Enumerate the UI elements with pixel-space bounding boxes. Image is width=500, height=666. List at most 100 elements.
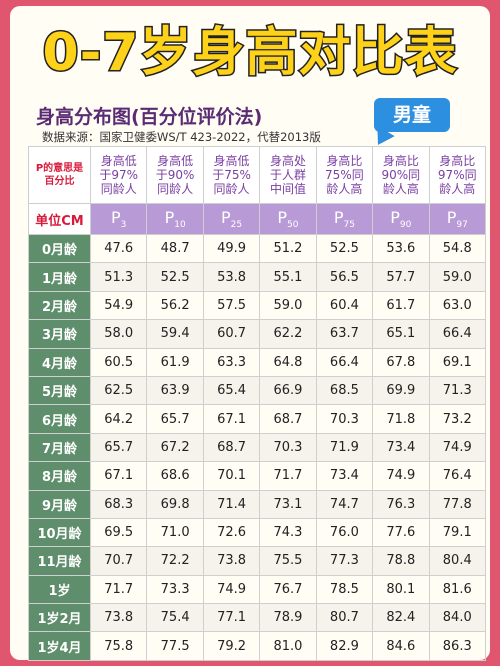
height-value: 73.8 <box>202 546 261 576</box>
table-row: 10月龄 69.5 71.0 72.6 74.3 76.0 77.6 79.1 <box>28 517 487 548</box>
height-value: 84.0 <box>428 603 487 633</box>
percentile-header: P97 <box>428 203 487 235</box>
height-value: 70.3 <box>259 432 317 463</box>
height-value: 70.1 <box>202 461 261 491</box>
percentile-letter: P <box>221 207 231 227</box>
table-row: 8月龄 67.1 68.6 70.1 71.7 73.4 74.9 76.4 <box>28 461 487 491</box>
height-value: 63.7 <box>315 319 374 349</box>
column-description-line: 于75% <box>212 168 251 182</box>
height-value: 82.4 <box>372 603 430 633</box>
height-value: 48.7 <box>146 233 204 264</box>
age-label: 10月龄 <box>28 517 91 548</box>
percentile-letter: P <box>111 207 121 227</box>
age-label: 2月龄 <box>28 290 91 321</box>
height-value: 57.5 <box>202 290 261 321</box>
height-value: 51.3 <box>89 262 148 292</box>
height-value: 69.1 <box>428 347 487 377</box>
percentile-number: 25 <box>230 220 243 231</box>
age-label: 1岁2月 <box>28 603 91 633</box>
height-value: 69.5 <box>89 517 148 548</box>
height-value: 73.8 <box>89 603 148 633</box>
percentile-number: 90 <box>399 220 412 231</box>
table-row: 1岁2月 73.8 75.4 77.1 78.9 80.7 82.4 84.0 <box>28 603 487 633</box>
table-row: 1岁 71.7 73.3 74.9 76.7 78.5 80.1 81.6 <box>28 574 487 605</box>
height-value: 60.7 <box>202 319 261 349</box>
height-value: 72.6 <box>202 517 261 548</box>
height-value: 82.9 <box>315 631 374 661</box>
table-row: 1岁4月 75.8 77.5 79.2 81.0 82.9 84.6 86.3 <box>28 631 487 661</box>
height-value: 74.7 <box>315 489 374 519</box>
age-label: 1月龄 <box>28 262 91 292</box>
height-value: 64.2 <box>89 404 148 434</box>
age-label: 7月龄 <box>28 432 91 463</box>
height-value: 74.9 <box>428 432 487 463</box>
table-row: 0月龄 47.6 48.7 49.9 51.2 52.5 53.6 54.8 <box>28 233 487 264</box>
height-value: 75.5 <box>259 546 317 576</box>
height-value: 78.8 <box>372 546 430 576</box>
column-description-line: 身高低 <box>100 154 137 168</box>
percentile-header: P50 <box>259 203 317 235</box>
column-description: 身高比 90%同 龄人高 <box>372 146 430 204</box>
column-description: 身高低 于90% 同龄人 <box>146 146 204 204</box>
data-source-note: 数据来源：国家卫健委WS/T 423-2022，代替2013版 <box>42 130 321 144</box>
age-label: 8月龄 <box>28 461 91 491</box>
column-description: 身高比 97%同 龄人高 <box>428 146 487 204</box>
corner-line-1: P的意思是 <box>35 163 84 174</box>
height-value: 63.9 <box>146 375 204 406</box>
age-label: 5月龄 <box>28 375 91 406</box>
table-row: 3月龄 58.0 59.4 60.7 62.2 63.7 65.1 66.4 <box>28 319 487 349</box>
height-value: 76.7 <box>259 574 317 605</box>
subtitle: 身高分布图(百分位评价法) <box>36 106 263 128</box>
corner-line-2: 百分比 <box>44 176 75 187</box>
age-label: 1岁 <box>28 574 91 605</box>
column-description-line: 于90% <box>155 168 195 182</box>
column-description-line: 中间值 <box>269 182 306 196</box>
height-value: 56.2 <box>146 290 204 321</box>
height-value: 65.7 <box>89 432 148 463</box>
age-label: 6月龄 <box>28 404 91 434</box>
age-label: 1岁4月 <box>28 631 91 661</box>
height-value: 69.9 <box>372 375 430 406</box>
height-value: 68.6 <box>146 461 204 491</box>
height-value: 73.2 <box>428 404 487 434</box>
height-value: 73.1 <box>259 489 317 519</box>
age-label: 11月龄 <box>28 546 91 576</box>
height-value: 66.9 <box>259 375 317 406</box>
percentile-header: P90 <box>372 203 430 235</box>
height-value: 53.8 <box>202 262 261 292</box>
height-value: 73.4 <box>372 432 430 463</box>
height-value: 54.8 <box>428 233 487 264</box>
height-value: 71.9 <box>315 432 374 463</box>
height-value: 73.3 <box>146 574 204 605</box>
height-value: 74.9 <box>202 574 261 605</box>
column-description-line: 75%同 <box>325 168 364 182</box>
height-value: 71.7 <box>89 574 148 605</box>
height-value: 77.8 <box>428 489 487 519</box>
height-value: 57.7 <box>372 262 430 292</box>
gender-badge: 男童 <box>374 98 450 132</box>
column-description-line: 90%同 <box>381 168 421 182</box>
height-value: 67.2 <box>146 432 204 463</box>
column-description-line: 身高比 <box>382 154 419 168</box>
height-value: 68.7 <box>259 404 317 434</box>
height-value: 66.4 <box>428 319 487 349</box>
height-value: 76.3 <box>372 489 430 519</box>
column-description-line: 于97% <box>99 168 139 182</box>
table-row: 11月龄 70.7 72.2 73.8 75.5 77.3 78.8 80.4 <box>28 546 487 576</box>
height-value: 76.0 <box>315 517 374 548</box>
table-row: 1月龄 51.3 52.5 53.8 55.1 56.5 57.7 59.0 <box>28 262 487 292</box>
height-value: 71.0 <box>146 517 204 548</box>
height-value: 78.5 <box>315 574 374 605</box>
height-value: 62.2 <box>259 319 317 349</box>
height-value: 81.6 <box>428 574 487 605</box>
height-value: 76.4 <box>428 461 487 491</box>
height-value: 69.8 <box>146 489 204 519</box>
percentile-header: P3 <box>89 203 148 235</box>
column-description-line: 龄人高 <box>439 182 476 196</box>
column-description: 身高低 于75% 同龄人 <box>202 146 261 204</box>
chart-card: 0-7岁身高对比表 身高分布图(百分位评价法) 数据来源：国家卫健委WS/T 4… <box>10 6 490 661</box>
height-value: 60.4 <box>315 290 374 321</box>
height-value: 67.8 <box>372 347 430 377</box>
table-row: 5月龄 62.5 63.9 65.4 66.9 68.5 69.9 71.3 <box>28 375 487 406</box>
height-value: 61.9 <box>146 347 204 377</box>
